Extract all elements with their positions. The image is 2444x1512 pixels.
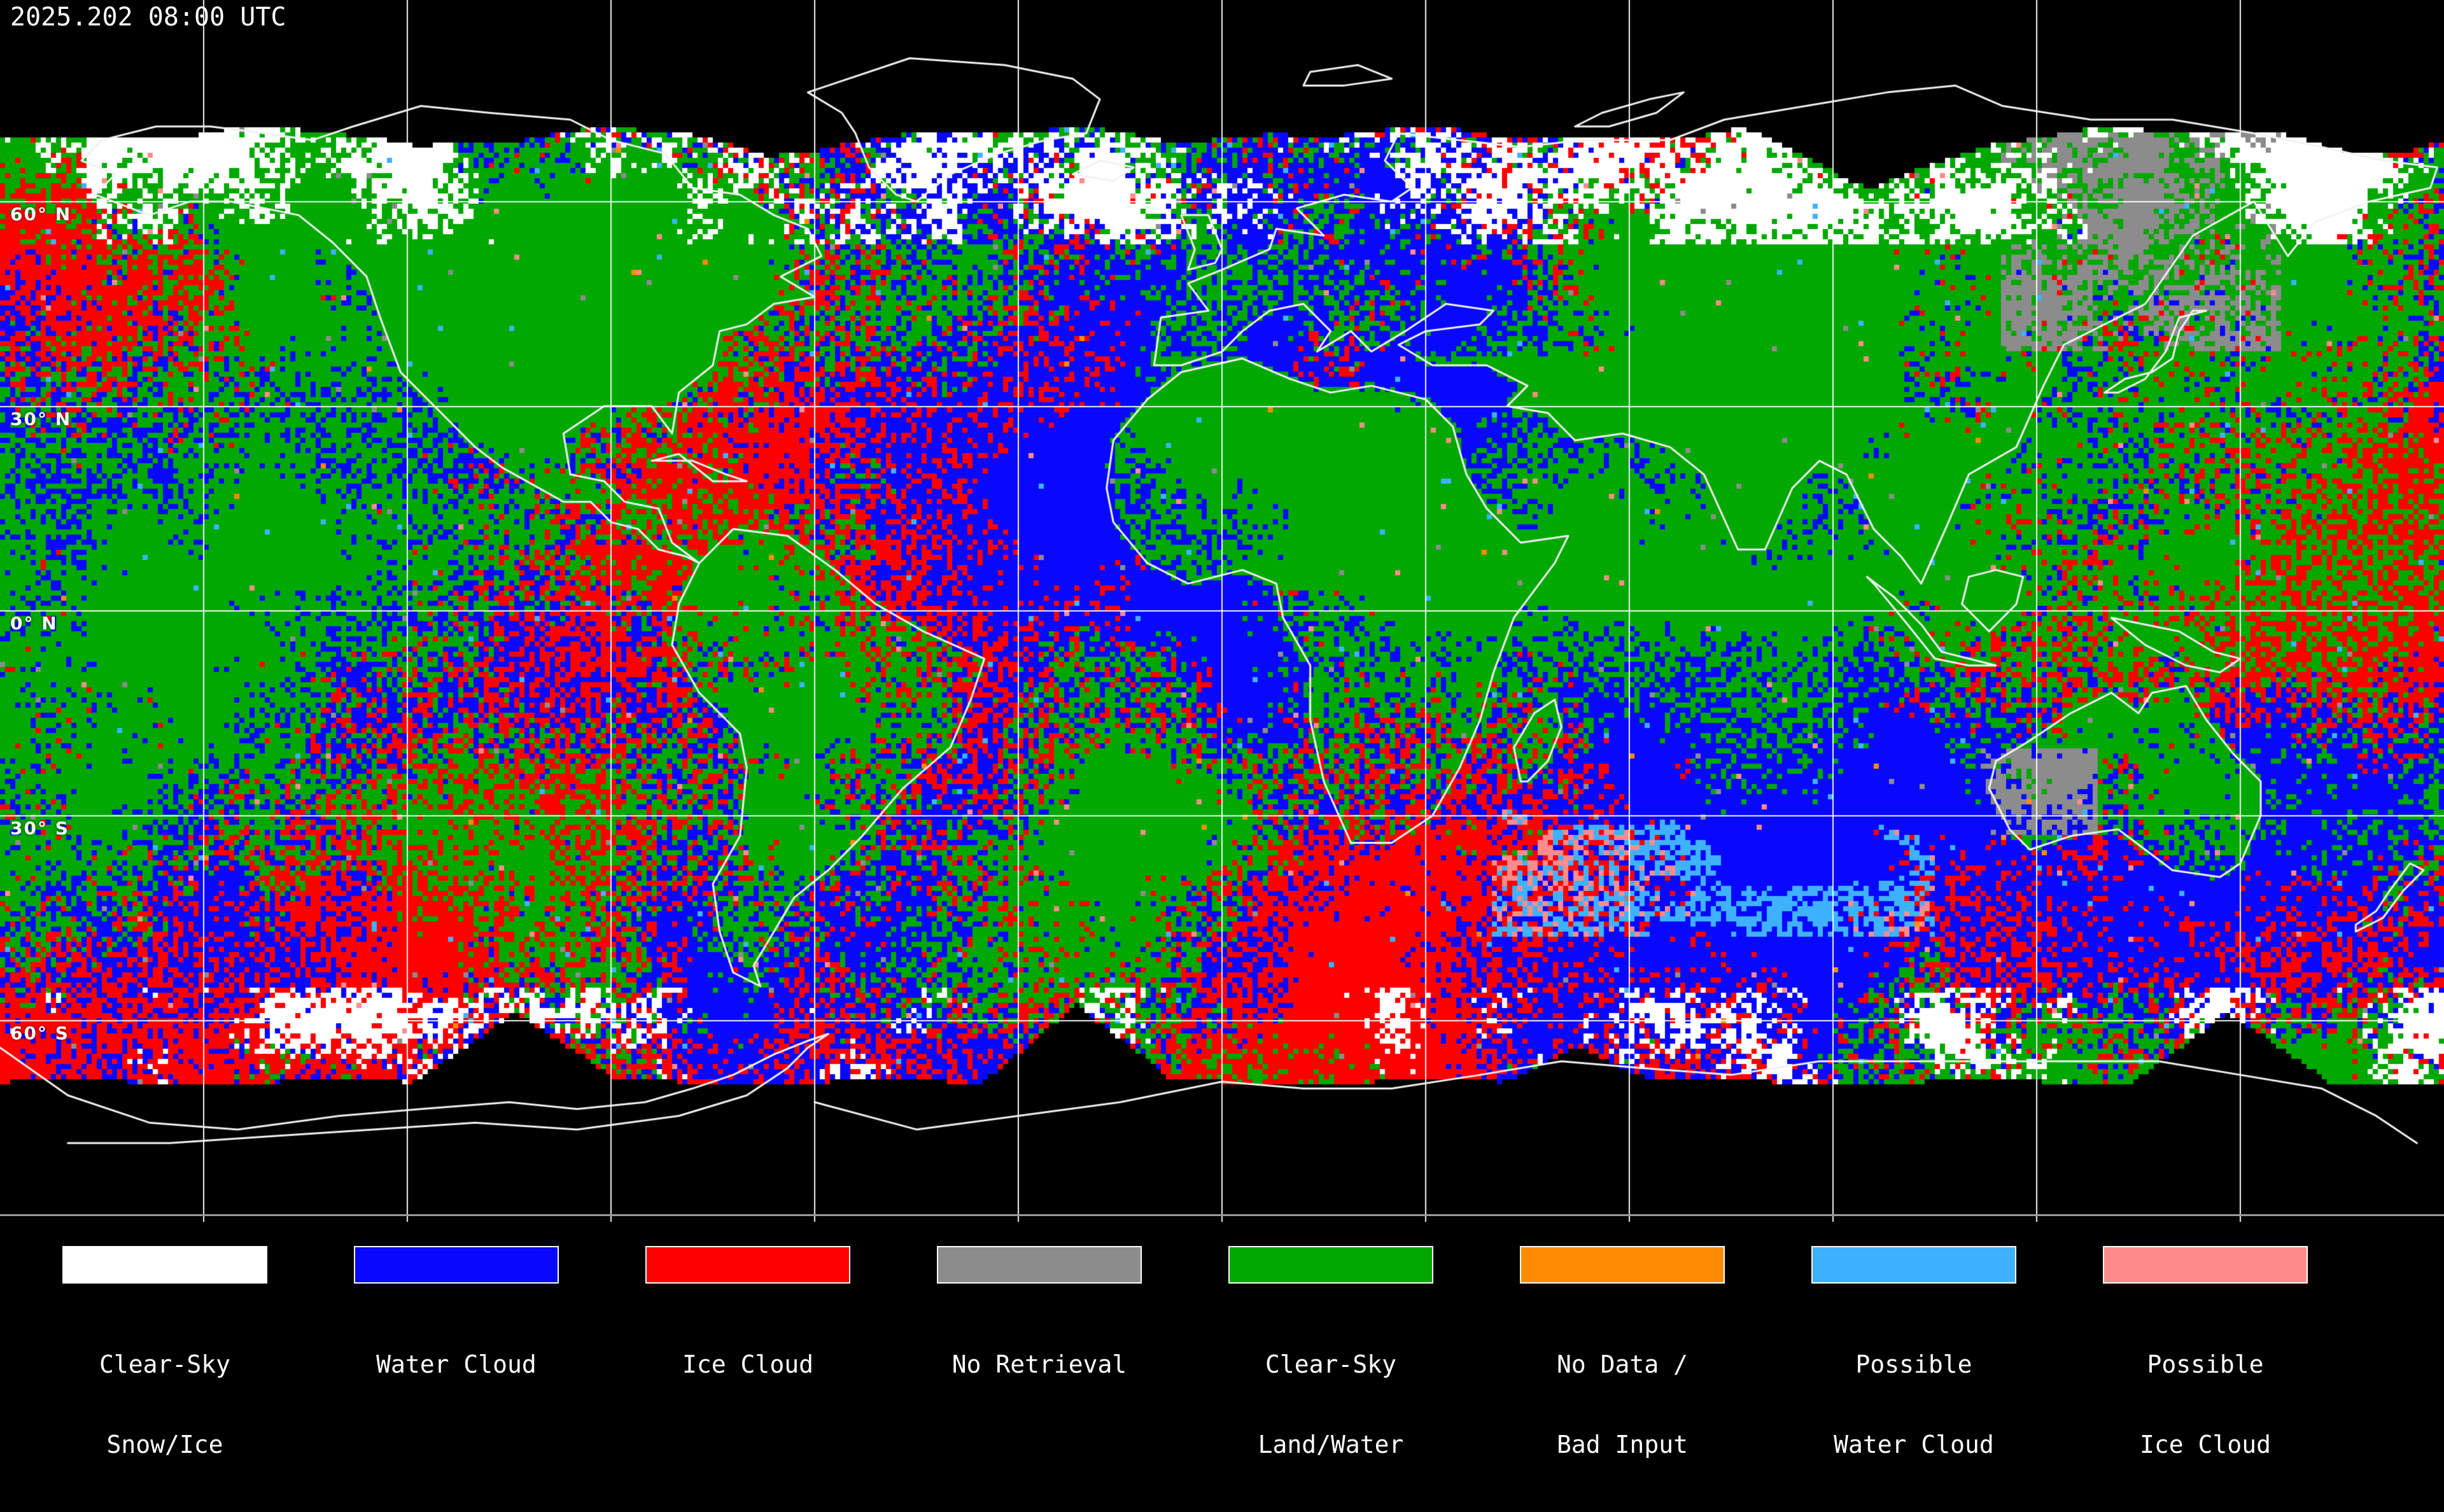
timestamp: 2025.202 08:00 UTC [10, 3, 286, 32]
lat-label-30s: 30° S [10, 818, 69, 839]
legend-label-line1: No Data / [1557, 1350, 1688, 1378]
legend-label: Clear-Sky Snow/Ice [99, 1298, 230, 1511]
legend-swatch-possible-water-cloud [1811, 1246, 2016, 1284]
legend-item-no-retrieval: No Retrieval [894, 1222, 1185, 1485]
lat-label-60n: 60° N [10, 204, 72, 225]
legend-label-line1: Water Cloud [376, 1350, 537, 1378]
cloud-mask-raster [0, 0, 2444, 1222]
legend-label-line1: Clear-Sky [99, 1350, 230, 1378]
legend-swatch-possible-ice-cloud [2103, 1246, 2308, 1284]
legend-label: Possible Water Cloud [1834, 1298, 1994, 1511]
legend-item-ice-cloud: Ice Cloud [602, 1222, 894, 1485]
legend-swatch-clear-sky-snow-ice [62, 1246, 267, 1284]
legend-swatch-clear-sky-land-water [1228, 1246, 1433, 1284]
legend-label-line2: Land/Water [1258, 1431, 1404, 1459]
legend-item-clear-sky-land-water: Clear-Sky Land/Water [1185, 1222, 1477, 1511]
legend-label: No Data / Bad Input [1557, 1298, 1688, 1511]
legend: Clear-Sky Snow/Ice Water Cloud Ice Cloud… [0, 1222, 2444, 1458]
legend-label-line2: Bad Input [1557, 1431, 1688, 1459]
legend-label: Clear-Sky Land/Water [1258, 1298, 1404, 1511]
map-legend-separator [0, 1214, 2444, 1216]
lat-label-30n: 30° N [10, 409, 72, 430]
legend-label: Ice Cloud [682, 1298, 813, 1485]
world-map: 2025.202 08:00 UTC 60° N 30° N 0° N 30° … [0, 0, 2444, 1222]
legend-item-clear-sky-snow-ice: Clear-Sky Snow/Ice [19, 1222, 311, 1511]
legend-label-line1: Clear-Sky [1265, 1350, 1396, 1378]
legend-item-possible-water-cloud: Possible Water Cloud [1768, 1222, 2060, 1511]
legend-label: No Retrieval [952, 1298, 1127, 1485]
legend-label: Water Cloud [376, 1298, 537, 1485]
cloud-mask-screen: { "header": { "timestamp": "2025.202 08:… [0, 0, 2444, 1458]
legend-label-line2: Ice Cloud [2140, 1431, 2271, 1459]
legend-item-possible-ice-cloud: Possible Ice Cloud [2060, 1222, 2351, 1511]
legend-label-line2: Snow/Ice [106, 1431, 223, 1459]
legend-label-line1: Ice Cloud [682, 1350, 813, 1378]
legend-label-line1: No Retrieval [952, 1350, 1127, 1378]
legend-label-line2: Water Cloud [1834, 1431, 1994, 1459]
legend-swatch-water-cloud [354, 1246, 559, 1284]
legend-swatch-no-retrieval [937, 1246, 1142, 1284]
legend-swatch-ice-cloud [645, 1246, 850, 1284]
legend-swatch-no-data-bad-input [1520, 1246, 1725, 1284]
legend-label-line1: Possible [1855, 1350, 1972, 1378]
lat-label-0n: 0° N [10, 613, 58, 634]
legend-label-line1: Possible [2147, 1350, 2264, 1378]
legend-label: Possible Ice Cloud [2140, 1298, 2271, 1511]
lat-label-60s: 60° S [10, 1023, 69, 1044]
legend-item-no-data-bad-input: No Data / Bad Input [1477, 1222, 1768, 1511]
legend-item-water-cloud: Water Cloud [311, 1222, 602, 1485]
